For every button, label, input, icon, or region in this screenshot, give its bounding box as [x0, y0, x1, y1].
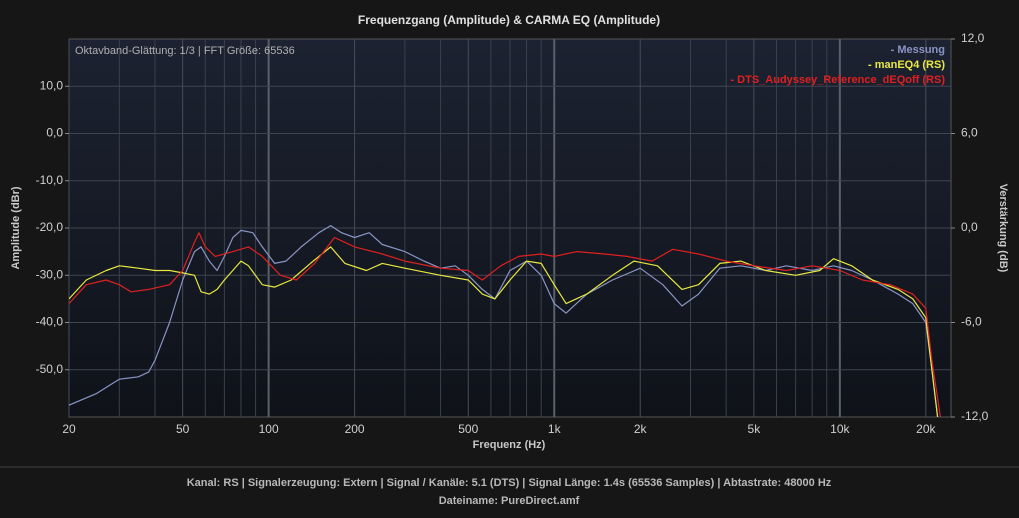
y-axis-label: Amplitude (dBr) — [10, 186, 22, 269]
y2-axis-label: Verstärkung (dB) — [997, 184, 1009, 273]
y2-tick-label: 6,0 — [961, 126, 978, 140]
x-tick-label: 2k — [634, 422, 648, 436]
x-tick-label: 100 — [259, 422, 279, 436]
series-line — [69, 232, 941, 417]
series-line — [69, 246, 939, 417]
legend-entry: - DTS_Audyssey_Reference_dEQoff (RS) — [730, 74, 945, 86]
legend-entry: - Messung — [891, 44, 945, 56]
x-axis-label: Frequenz (Hz) — [473, 439, 546, 451]
y2-tick-label: -12,0 — [961, 409, 989, 423]
y-tick-label: 10,0 — [40, 78, 64, 92]
footer-file: Dateiname: PureDirect.amf — [439, 495, 580, 507]
y2-tick-label: 0,0 — [961, 220, 978, 234]
x-tick-label: 20 — [62, 422, 76, 436]
y-tick-label: -40,0 — [36, 315, 64, 329]
x-tick-label: 500 — [458, 422, 478, 436]
footer-info: Kanal: RS | Signalerzeugung: Extern | Si… — [187, 477, 832, 489]
chart-title: Frequenzgang (Amplitude) & CARMA EQ (Amp… — [358, 13, 660, 27]
x-tick-label: 200 — [345, 422, 365, 436]
y-tick-label: 0,0 — [46, 126, 63, 140]
y-tick-label: -30,0 — [36, 267, 64, 281]
x-tick-label: 50 — [176, 422, 190, 436]
y-tick-label: -20,0 — [36, 220, 64, 234]
y-tick-label: -50,0 — [36, 362, 64, 376]
subtitle: Oktavband-Glättung: 1/3 | FFT Größe: 655… — [75, 45, 295, 57]
x-tick-label: 5k — [748, 422, 762, 436]
x-tick-label: 10k — [830, 422, 850, 436]
y2-tick-label: 12,0 — [961, 31, 985, 45]
x-tick-label: 20k — [916, 422, 936, 436]
legend-entry: - manEQ4 (RS) — [868, 59, 945, 71]
y-tick-label: -10,0 — [36, 173, 64, 187]
x-tick-label: 1k — [548, 422, 562, 436]
y2-tick-label: -6,0 — [961, 315, 982, 329]
